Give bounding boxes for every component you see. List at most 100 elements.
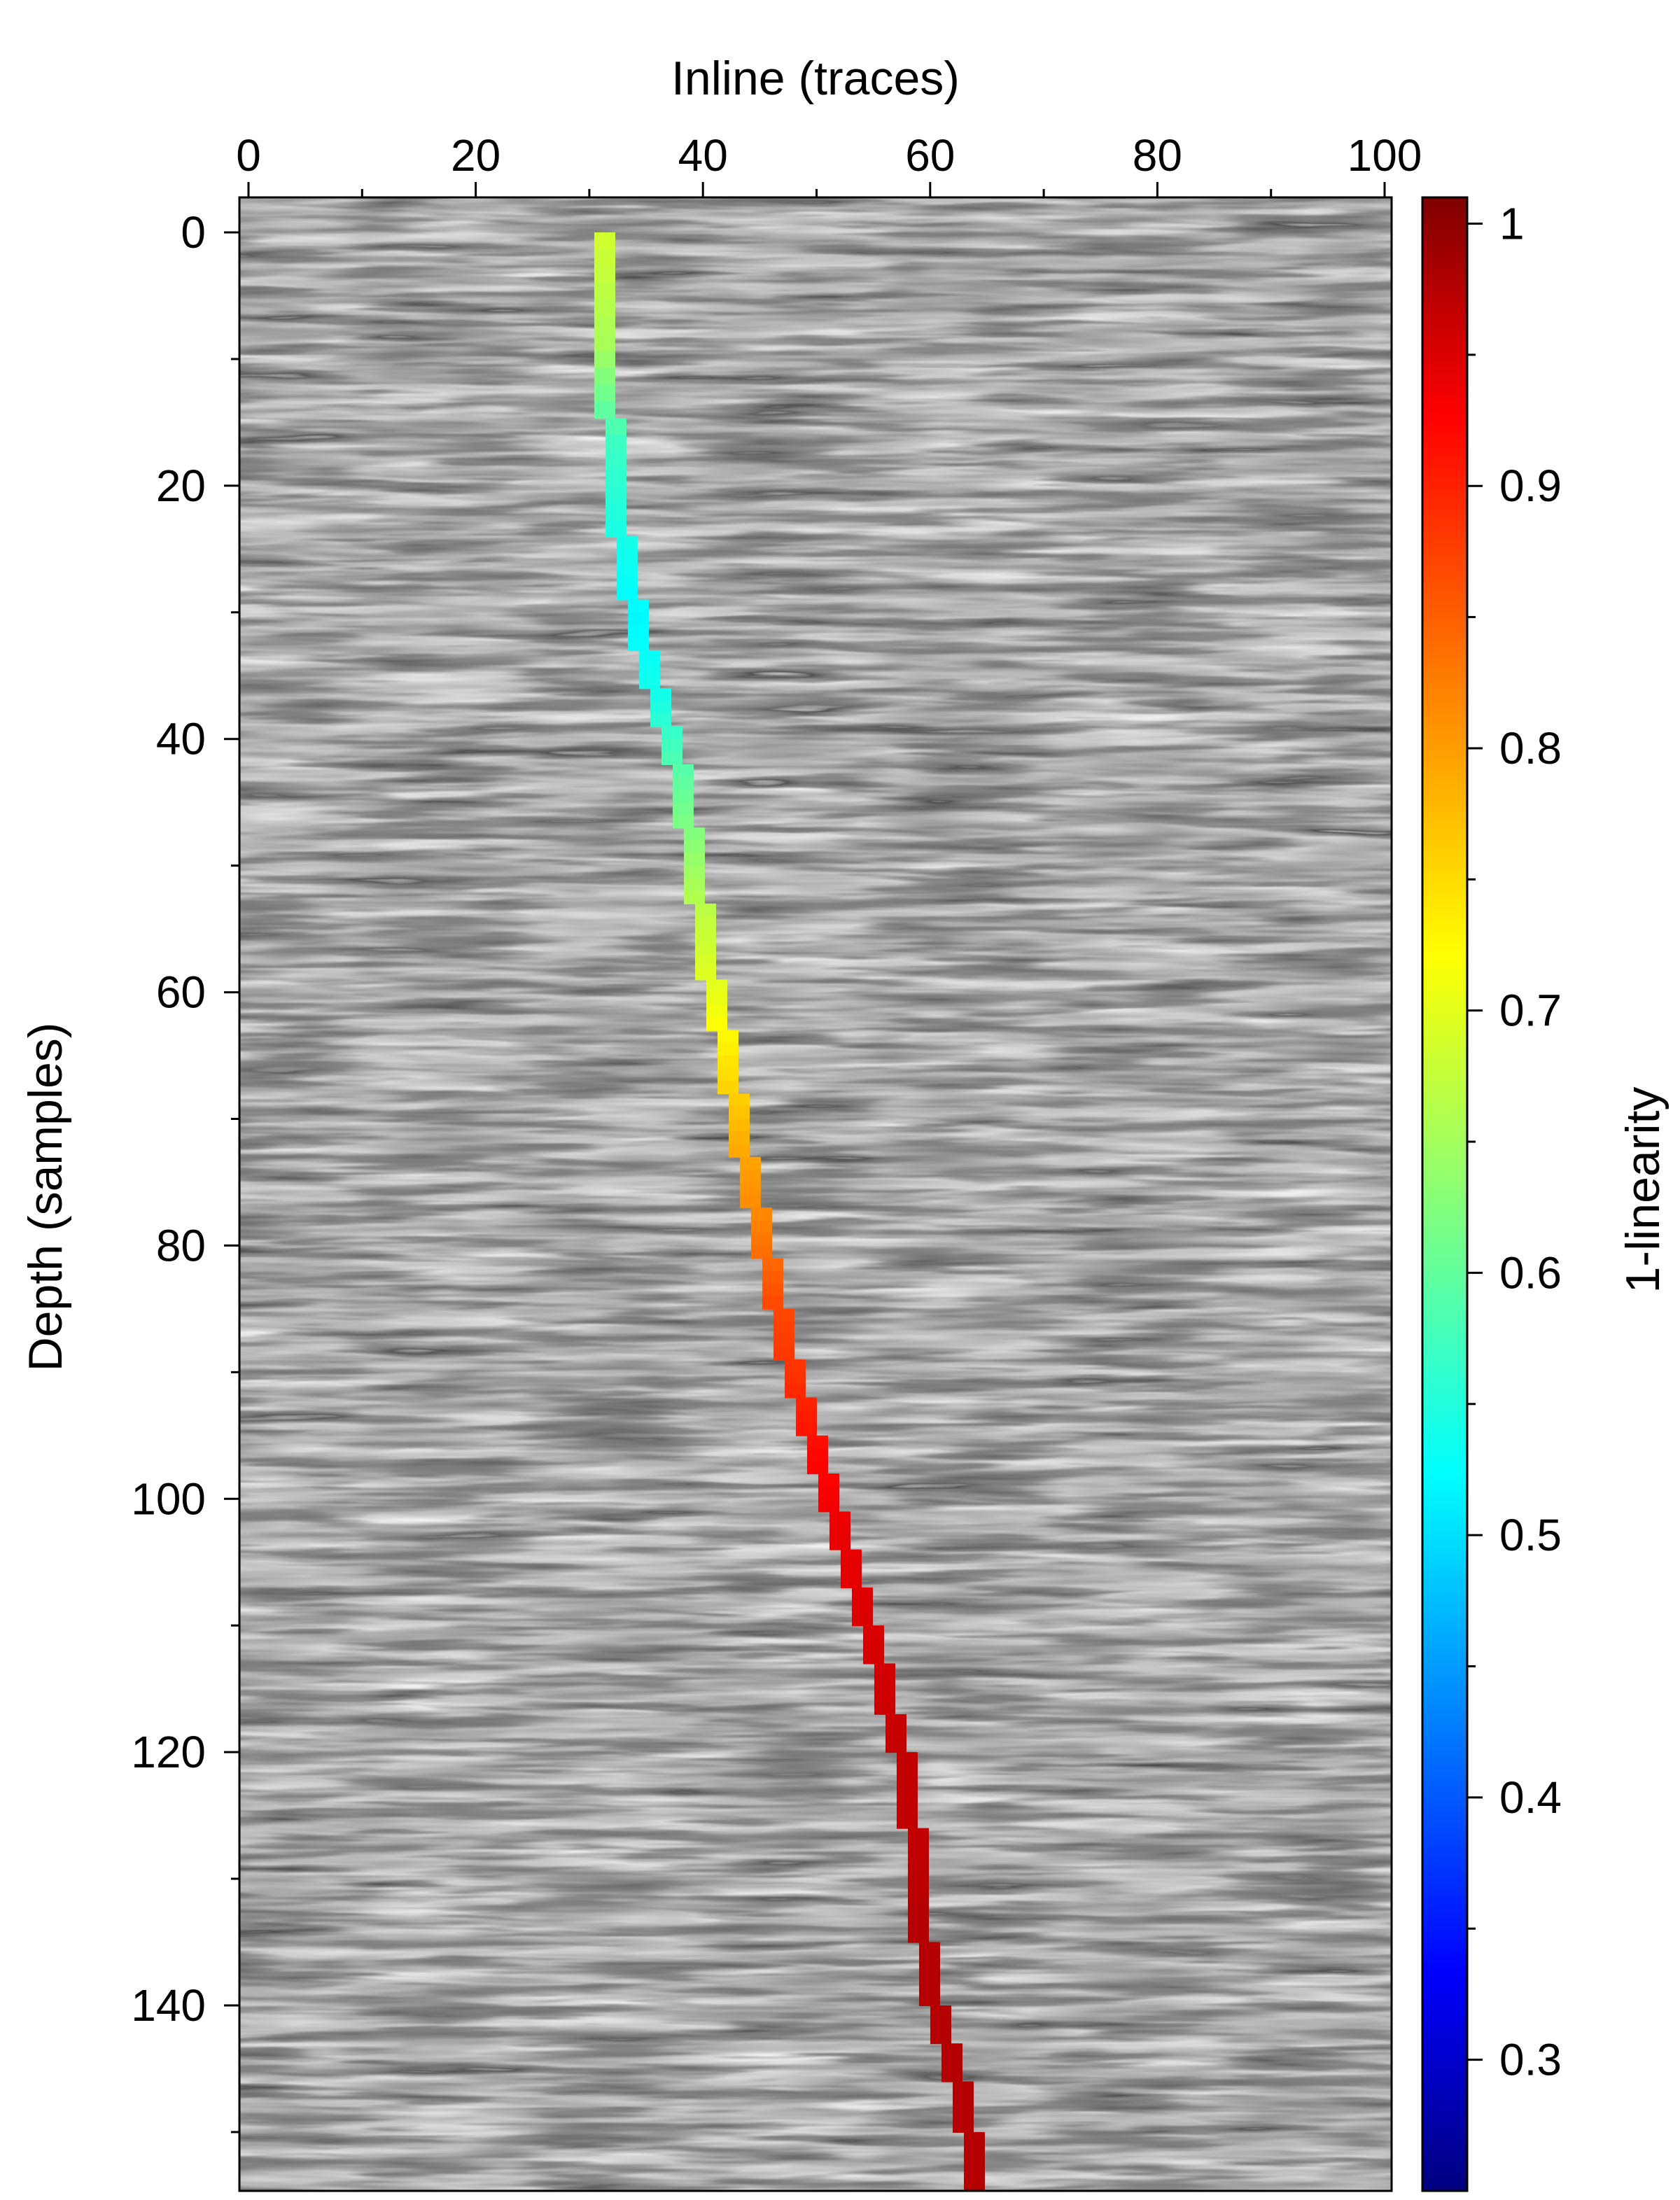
fault-segment	[908, 1865, 929, 1880]
fault-segment	[673, 815, 694, 829]
colorbar-tick-label: 0.8	[1499, 723, 1562, 773]
fault-segment	[617, 561, 638, 575]
fault-segment	[594, 316, 615, 335]
colorbar-tick-label: 0.9	[1499, 461, 1562, 511]
fault-segment	[762, 1296, 783, 1310]
fault-segment	[729, 1106, 750, 1120]
fault-segment	[953, 2081, 974, 2095]
fault-segment	[706, 992, 727, 1006]
fault-segment	[718, 1056, 738, 1070]
fault-segment	[684, 890, 705, 904]
fault-segment	[650, 701, 671, 715]
y-axis-title: Depth (samples)	[19, 1023, 72, 1372]
fault-segment	[650, 688, 671, 702]
fault-segment	[841, 1549, 862, 1563]
fault-segment	[919, 1980, 940, 1994]
fault-segment	[930, 2018, 951, 2032]
fault-segment	[762, 1270, 783, 1284]
fault-segment	[774, 1347, 794, 1361]
fault-segment	[684, 878, 705, 892]
fault-segment	[673, 764, 694, 778]
fault-segment	[941, 2068, 962, 2082]
fault-segment	[953, 2094, 974, 2108]
fault-segment	[874, 1676, 895, 1690]
y-axis: 0 20 40 60 80 100 120 140	[131, 207, 239, 2134]
fault-segment	[886, 1714, 906, 1728]
fault-segment	[908, 1917, 929, 1931]
fault-segment	[807, 1461, 828, 1475]
fault-segment	[874, 1701, 895, 1715]
fault-segment	[852, 1587, 873, 1602]
x-tick-label: 40	[678, 130, 728, 181]
fault-segment	[897, 1765, 918, 1779]
fault-segment	[785, 1359, 806, 1373]
fault-segment	[594, 249, 615, 267]
fault-segment	[908, 1879, 929, 1893]
fault-segment	[695, 941, 716, 955]
fault-segment	[807, 1448, 828, 1462]
fault-segment	[606, 519, 626, 538]
fault-segment	[673, 776, 694, 791]
fault-segment	[662, 751, 682, 765]
fault-segment	[874, 1688, 895, 1702]
y-tick-label: 100	[131, 1473, 206, 1524]
fault-segment	[740, 1195, 761, 1209]
fault-segment	[729, 1093, 750, 1107]
fault-segment	[897, 1815, 918, 1829]
fault-segment	[662, 738, 682, 752]
colorbar-tick-label: 0.6	[1499, 1247, 1562, 1298]
fault-segment	[964, 2153, 985, 2165]
colorbar-tick-label: 0.3	[1499, 2035, 1562, 2085]
x-axis-title: Inline (traces)	[671, 52, 960, 105]
fault-segment	[628, 637, 649, 652]
fault-segment	[594, 266, 615, 284]
fault-segment	[606, 485, 626, 503]
fault-segment	[594, 350, 615, 368]
fault-segment	[751, 1233, 772, 1247]
fault-segment	[594, 283, 615, 301]
x-axis: 0 20 40 60 80 100	[236, 130, 1422, 197]
fault-segment	[695, 929, 716, 943]
fault-segment	[718, 1030, 738, 1044]
fault-segment	[818, 1473, 839, 1487]
fault-segment	[897, 1802, 918, 1816]
fault-segment	[684, 865, 705, 879]
y-tick-label: 0	[181, 207, 206, 258]
fault-segment	[908, 1853, 929, 1867]
fault-segment	[930, 2031, 951, 2045]
fault-segment	[830, 1524, 850, 1538]
fault-segment	[897, 1752, 918, 1766]
fault-segment	[886, 1726, 906, 1741]
colorbar-tick-label: 0.7	[1499, 986, 1562, 1036]
fault-segment	[673, 802, 694, 816]
fault-segment	[930, 2005, 951, 2019]
fault-segment	[852, 1613, 873, 1627]
fault-segment	[740, 1182, 761, 1196]
colorbar-tick-label: 0.4	[1499, 1772, 1562, 1823]
fault-segment	[852, 1600, 873, 1614]
colorbar-title: 1-linearity	[1616, 1087, 1670, 1294]
fault-segment	[908, 1891, 929, 1905]
fault-segment	[897, 1777, 918, 1791]
fault-segment	[740, 1169, 761, 1183]
fault-segment	[796, 1422, 817, 1436]
fault-segment	[718, 1042, 738, 1057]
fault-segment	[718, 1081, 738, 1095]
fault-segment	[718, 1068, 738, 1082]
x-tick-label: 80	[1133, 130, 1182, 181]
fault-segment	[908, 1828, 929, 1842]
fault-segment	[639, 663, 660, 677]
fault-segment	[919, 1942, 940, 1956]
fault-segment	[841, 1574, 862, 1588]
fault-segment	[796, 1397, 817, 1411]
fault-segment	[695, 916, 716, 930]
fault-segment	[964, 2174, 985, 2186]
y-tick-label: 40	[156, 714, 206, 764]
fault-segment	[941, 2056, 962, 2070]
colorbar	[1421, 196, 1469, 2192]
fault-segment	[639, 675, 660, 689]
fault-segment	[650, 713, 671, 727]
fault-segment	[751, 1245, 772, 1259]
fault-segment	[863, 1638, 884, 1652]
